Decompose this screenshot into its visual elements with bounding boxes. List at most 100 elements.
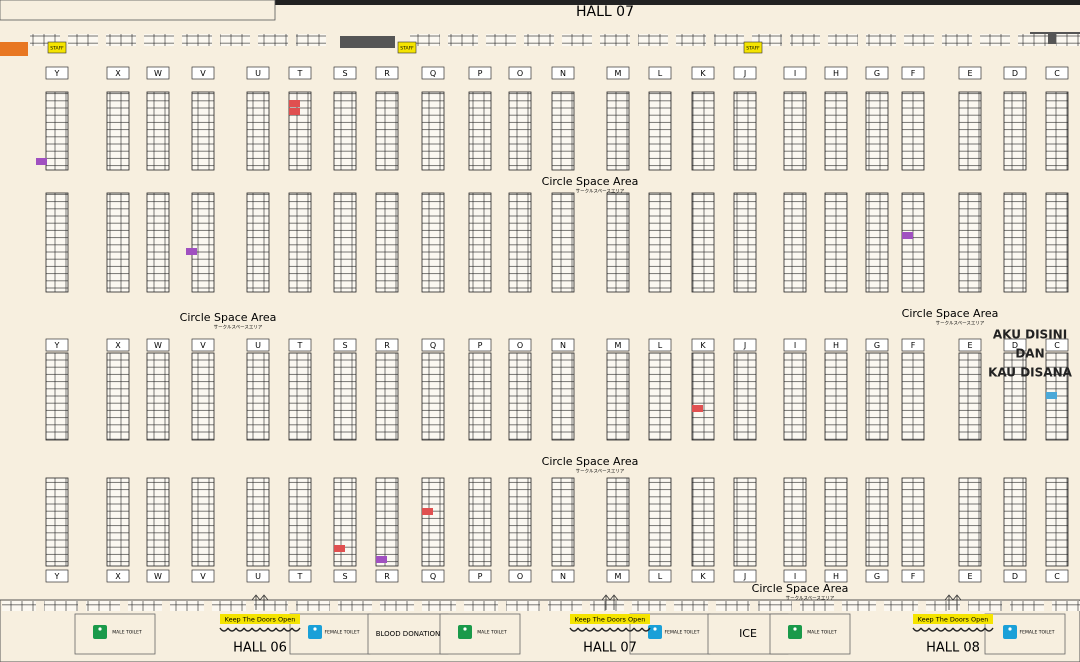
highlight-booth xyxy=(36,158,47,165)
row-label: U xyxy=(255,572,261,581)
row-label: Q xyxy=(430,69,436,78)
row-label: C xyxy=(1054,572,1060,581)
row-label: I xyxy=(794,341,796,350)
area-title: Circle Space Area xyxy=(752,582,849,595)
booth-block xyxy=(106,192,130,293)
row-label: M xyxy=(615,69,622,78)
note-text: DAN xyxy=(1015,347,1044,361)
row-label-box xyxy=(333,338,357,352)
booth-strip xyxy=(524,34,554,46)
facility-room xyxy=(439,613,521,655)
facility-label: MALE TOILET xyxy=(112,630,142,636)
row-label: H xyxy=(833,69,839,78)
row-label-box xyxy=(246,66,270,80)
booth-block xyxy=(468,352,492,441)
row-label: S xyxy=(342,341,347,350)
booth-block xyxy=(333,91,357,171)
booth-block xyxy=(1003,192,1027,293)
row-label: Y xyxy=(54,572,60,581)
row-label-box xyxy=(783,569,807,583)
booth-strip xyxy=(714,34,744,46)
booth-strip xyxy=(410,34,440,46)
booth-block xyxy=(901,477,925,567)
booth-block xyxy=(508,352,532,441)
booth-strip xyxy=(1052,601,1080,611)
row-label-box xyxy=(824,569,848,583)
booth-block xyxy=(468,477,492,567)
facility-label: ICE xyxy=(739,627,757,640)
toilet-icon xyxy=(93,625,107,639)
booth-block xyxy=(606,192,630,293)
booth-strip xyxy=(212,601,246,611)
toilet-icon xyxy=(1003,625,1017,639)
booth-block xyxy=(288,192,312,293)
booth-block xyxy=(421,477,445,567)
booth-block xyxy=(246,352,270,441)
toilet-icon-head xyxy=(313,627,317,631)
hall-label: HALL 08 xyxy=(926,641,980,656)
booth-block xyxy=(865,352,889,441)
row-label: O xyxy=(517,572,523,581)
booth-block xyxy=(1003,352,1027,441)
row-label-box xyxy=(551,338,575,352)
row-label: D xyxy=(1012,341,1018,350)
booth-strip xyxy=(170,601,204,611)
row-label-box xyxy=(958,338,982,352)
booth-block xyxy=(1003,477,1027,567)
row-label: G xyxy=(874,69,880,78)
row-label-box xyxy=(333,66,357,80)
booth-block xyxy=(958,352,982,441)
booth-strip xyxy=(296,34,326,46)
row-label: H xyxy=(833,572,839,581)
row-label-box xyxy=(733,338,757,352)
row-label: F xyxy=(911,69,916,78)
area-subtitle: サークルスペースエリア xyxy=(576,469,625,475)
row-label-box xyxy=(783,338,807,352)
booth-block xyxy=(45,91,69,171)
booth-strip xyxy=(968,601,1002,611)
booth-block xyxy=(45,352,69,441)
row-label-box xyxy=(508,66,532,80)
booth-block xyxy=(421,91,445,171)
booth-block xyxy=(783,352,807,441)
row-label-box xyxy=(1003,338,1027,352)
info-sign xyxy=(0,42,28,56)
toilet-icon-head xyxy=(1008,627,1012,631)
booth-block xyxy=(246,91,270,171)
row-label: C xyxy=(1054,69,1060,78)
toilet-icon-head xyxy=(98,627,102,631)
booth-block xyxy=(246,477,270,567)
row-label-box xyxy=(106,338,130,352)
booth-block xyxy=(691,91,715,171)
row-label: K xyxy=(700,69,706,78)
booth-block xyxy=(648,192,672,293)
booth-block xyxy=(691,477,715,567)
row-label: O xyxy=(517,69,523,78)
toilet-icon xyxy=(788,625,802,639)
row-label: U xyxy=(255,341,261,350)
row-label-box xyxy=(1003,569,1027,583)
highlight-booth xyxy=(186,248,197,255)
booth-block xyxy=(824,192,848,293)
booth-strip xyxy=(600,34,630,46)
booth-strip xyxy=(68,34,98,46)
row-label-box xyxy=(606,569,630,583)
row-label: R xyxy=(384,69,390,78)
area-title: Circle Space Area xyxy=(542,455,639,468)
highlight-booth xyxy=(289,100,300,107)
booth-block xyxy=(333,352,357,441)
booth-block xyxy=(958,477,982,567)
booth-strip xyxy=(464,601,498,611)
booth-strip xyxy=(790,34,820,46)
row-label-box xyxy=(191,338,215,352)
staff-label: STAFF xyxy=(746,46,760,52)
row-label: T xyxy=(297,572,303,581)
door-sign-text: Keep The Doors Open xyxy=(575,616,646,624)
highlight-booth xyxy=(692,405,703,412)
booth-block xyxy=(691,192,715,293)
booth-block xyxy=(648,477,672,567)
row-label: S xyxy=(342,572,347,581)
row-label-box xyxy=(468,338,492,352)
row-label: E xyxy=(967,341,972,350)
